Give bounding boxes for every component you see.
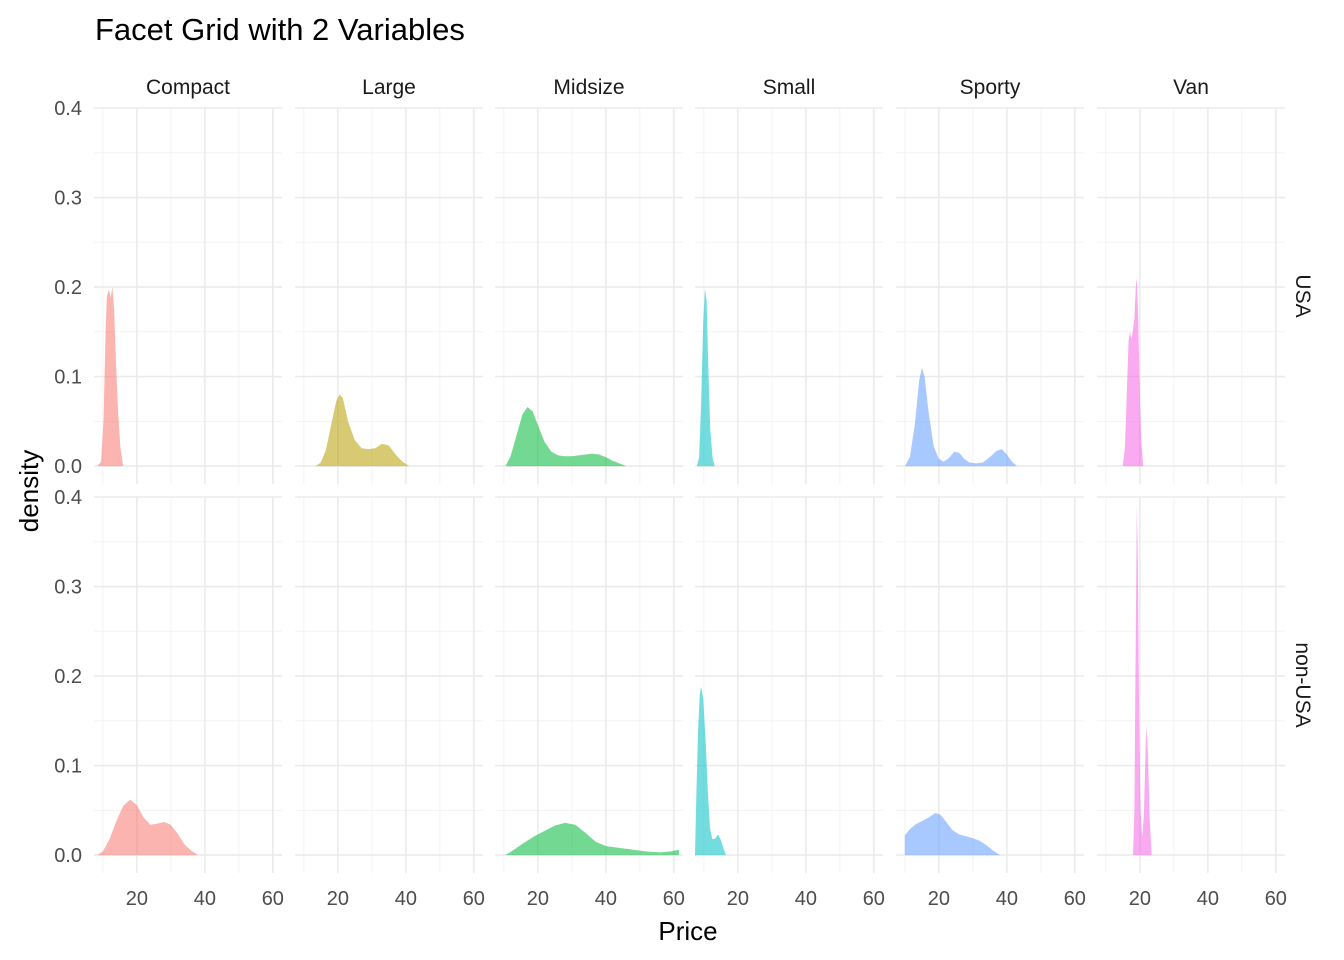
y-tick-label: 0.2: [54, 666, 82, 688]
density-area-small-non-usa: [695, 686, 726, 856]
x-tick-label: 20: [327, 888, 349, 910]
strip-label-compact: Compact: [146, 76, 230, 99]
x-tick-label: 60: [663, 888, 685, 910]
strip-label-small: Small: [763, 76, 816, 99]
panel-compact-usa: [94, 107, 282, 484]
y-tick-label: 0.3: [54, 188, 82, 210]
y-tick-label: 0.4: [54, 487, 82, 509]
y-tick-label: 0.1: [54, 367, 82, 389]
x-tick-label: 20: [1129, 888, 1151, 910]
x-tick-label: 60: [262, 888, 284, 910]
x-tick-label: 60: [863, 888, 885, 910]
y-tick-label: 0.1: [54, 756, 82, 778]
panel-small-non-usa: [695, 496, 883, 873]
panel-large-non-usa: [295, 496, 483, 873]
x-tick-label: 60: [463, 888, 485, 910]
x-tick-label: 40: [194, 888, 216, 910]
x-tick-label: 60: [1064, 888, 1086, 910]
density-area-midsize-non-usa: [505, 822, 679, 856]
density-area-large-usa: [315, 394, 410, 467]
x-tick-label: 40: [996, 888, 1018, 910]
y-tick-label: 0.0: [54, 845, 82, 867]
panel-sporty-non-usa: [896, 496, 1084, 873]
panel-midsize-non-usa: [495, 496, 683, 873]
panel-van-usa: [1097, 107, 1285, 484]
strip-label-usa: USA: [1291, 274, 1314, 317]
chart-title: Facet Grid with 2 Variables: [95, 12, 465, 47]
strip-label-van: Van: [1173, 76, 1209, 99]
x-tick-label: 40: [1197, 888, 1219, 910]
x-tick-label: 20: [928, 888, 950, 910]
x-tick-label: 40: [395, 888, 417, 910]
x-tick-label: 20: [126, 888, 148, 910]
y-tick-label: 0.0: [54, 456, 82, 478]
y-axis-title: density: [14, 450, 44, 532]
density-area-small-usa: [697, 288, 715, 467]
panel-van-non-usa: [1097, 496, 1285, 873]
strip-label-midsize: Midsize: [553, 76, 624, 99]
density-area-van-usa: [1122, 278, 1144, 467]
x-tick-label: 20: [727, 888, 749, 910]
x-tick-label: 40: [795, 888, 817, 910]
density-area-van-non-usa: [1133, 506, 1152, 856]
density-area-midsize-usa: [505, 407, 627, 467]
density-area-sporty-non-usa: [904, 813, 1000, 856]
y-tick-label: 0.2: [54, 277, 82, 299]
panel-small-usa: [695, 107, 883, 484]
panel-large-usa: [295, 107, 483, 484]
x-tick-label: 60: [1265, 888, 1287, 910]
strip-label-non-usa: non-USA: [1291, 642, 1314, 727]
strip-label-large: Large: [362, 76, 416, 99]
x-tick-label: 20: [527, 888, 549, 910]
density-area-sporty-usa: [904, 367, 1017, 467]
x-tick-label: 40: [595, 888, 617, 910]
strip-label-sporty: Sporty: [960, 76, 1021, 99]
density-area-compact-non-usa: [97, 799, 198, 856]
y-tick-label: 0.4: [54, 98, 82, 120]
x-axis-title: Price: [658, 916, 717, 946]
y-tick-label: 0.3: [54, 577, 82, 599]
panels-layer: Compact Large Midsize Small Sporty Van USA non-…: [54, 76, 1314, 910]
density-area-compact-usa: [97, 287, 124, 467]
